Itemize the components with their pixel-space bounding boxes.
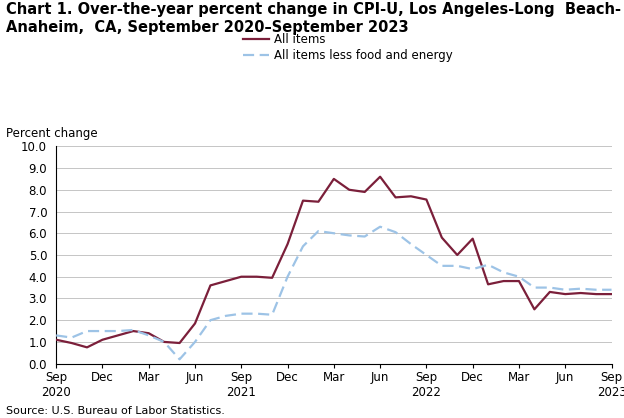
All items less food and energy <box>562 287 569 292</box>
All items less food and energy <box>268 312 276 317</box>
All items <box>145 331 152 336</box>
All items <box>592 292 600 297</box>
All items less food and energy <box>99 329 106 334</box>
All items less food and energy <box>114 329 122 334</box>
Text: Chart 1. Over-the-year percent change in CPI-U, Los Angeles-Long  Beach-: Chart 1. Over-the-year percent change in… <box>6 2 622 17</box>
All items less food and energy <box>392 229 399 234</box>
All items less food and energy <box>361 234 368 239</box>
All items <box>422 197 430 202</box>
All items <box>52 337 60 342</box>
All items <box>577 291 585 296</box>
All items less food and energy <box>253 311 260 316</box>
All items <box>300 198 307 203</box>
All items <box>469 236 476 241</box>
Text: Percent change: Percent change <box>6 127 98 140</box>
All items <box>376 174 384 179</box>
All items <box>530 307 538 312</box>
All items less food and energy <box>83 329 90 334</box>
Text: Source: U.S. Bureau of Labor Statistics.: Source: U.S. Bureau of Labor Statistics. <box>6 406 225 416</box>
All items <box>160 339 168 344</box>
All items less food and energy <box>546 285 553 290</box>
All items <box>608 292 615 297</box>
All items less food and energy <box>515 274 523 279</box>
All items <box>484 282 492 287</box>
All items less food and energy <box>608 287 615 292</box>
All items <box>268 275 276 280</box>
All items less food and energy <box>314 229 322 234</box>
All items less food and energy <box>52 333 60 338</box>
All items less food and energy <box>68 335 76 340</box>
All items <box>83 345 90 350</box>
All items <box>191 321 198 326</box>
All items less food and energy <box>222 314 230 319</box>
All items less food and energy <box>238 311 245 316</box>
All items less food and energy <box>130 327 137 332</box>
All items less food and energy <box>592 287 600 292</box>
All items less food and energy <box>454 263 461 268</box>
All items <box>407 194 415 199</box>
All items <box>330 176 338 181</box>
All items <box>222 278 230 283</box>
All items <box>207 283 214 288</box>
All items <box>515 278 523 283</box>
All items <box>454 252 461 257</box>
All items <box>176 341 183 346</box>
All items less food and energy <box>176 357 183 362</box>
All items <box>99 337 106 342</box>
All items less food and energy <box>530 285 538 290</box>
All items <box>238 274 245 279</box>
All items <box>253 274 260 279</box>
All items <box>438 235 446 240</box>
All items less food and energy <box>145 333 152 338</box>
All items less food and energy <box>300 244 307 249</box>
All items less food and energy <box>469 267 476 272</box>
All items less food and energy <box>407 242 415 247</box>
Line: All items: All items <box>56 177 612 347</box>
All items less food and energy <box>376 224 384 229</box>
All items <box>68 341 76 346</box>
All items less food and energy <box>191 339 198 344</box>
All items less food and energy <box>330 231 338 236</box>
All items less food and energy <box>484 262 492 267</box>
All items <box>114 333 122 338</box>
All items <box>562 292 569 297</box>
All items less food and energy <box>577 286 585 291</box>
All items <box>392 195 399 200</box>
All items less food and energy <box>284 274 291 279</box>
All items <box>314 199 322 204</box>
All items less food and energy <box>160 339 168 344</box>
All items <box>500 278 507 283</box>
All items <box>130 329 137 334</box>
Text: Anaheim,  CA, September 2020–September 2023: Anaheim, CA, September 2020–September 20… <box>6 20 409 35</box>
All items less food and energy <box>500 270 507 275</box>
All items <box>284 242 291 247</box>
All items <box>546 289 553 294</box>
All items less food and energy <box>422 252 430 257</box>
All items less food and energy <box>207 318 214 323</box>
Line: All items less food and energy: All items less food and energy <box>56 227 612 359</box>
All items <box>346 187 353 192</box>
Legend: All items, All items less food and energy: All items, All items less food and energ… <box>243 33 452 62</box>
All items less food and energy <box>346 233 353 238</box>
All items less food and energy <box>438 263 446 268</box>
All items <box>361 189 368 194</box>
